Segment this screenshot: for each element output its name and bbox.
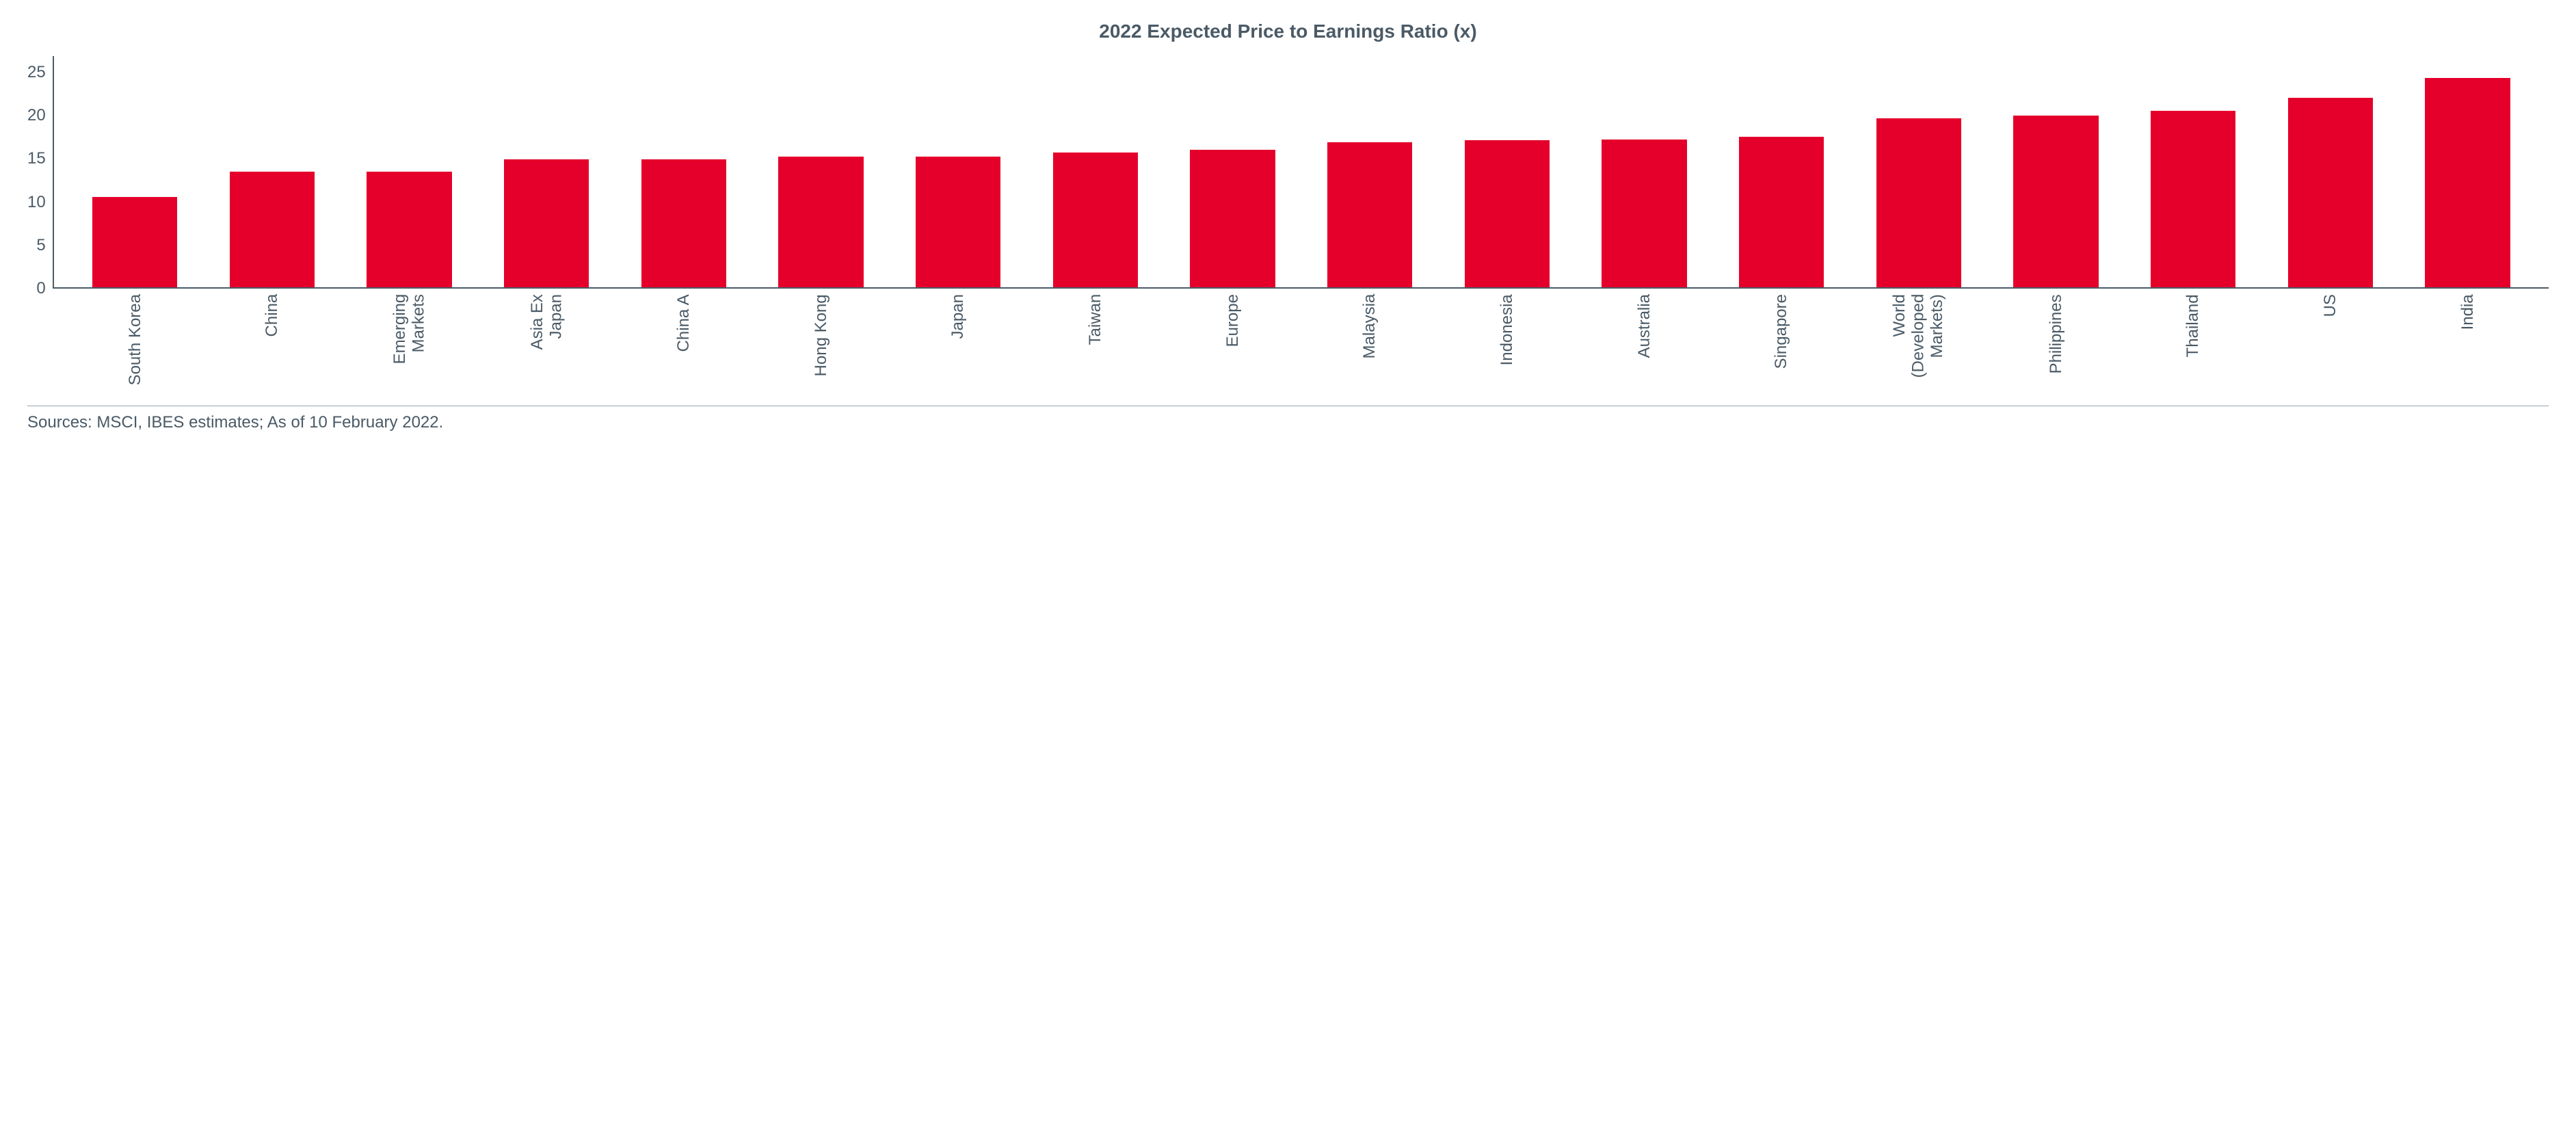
y-tick: 25 (27, 64, 46, 81)
x-label-slot: Indonesia (1439, 289, 1576, 385)
y-tick: 5 (36, 237, 45, 254)
bar-slot (1027, 56, 1165, 287)
x-label-slot: India (2399, 289, 2536, 385)
bars-row (54, 56, 2549, 287)
plot-area: 0510152025 (27, 56, 2549, 289)
x-axis-label: Taiwan (1086, 294, 1105, 385)
pe-ratio-bar-chart: 2022 Expected Price to Earnings Ratio (x… (0, 0, 2576, 446)
bar-slot (752, 56, 890, 287)
chart-title: 2022 Expected Price to Earnings Ratio (x… (27, 21, 2549, 42)
source-note: Sources: MSCI, IBES estimates; As of 10 … (27, 413, 2549, 446)
y-tick: 10 (27, 194, 46, 211)
x-label-slot: Asia Ex Japan (478, 289, 615, 385)
bar-slot (1987, 56, 2125, 287)
x-label-slot: China A (615, 289, 753, 385)
x-axis-label: China (263, 294, 282, 385)
bar-slot (1164, 56, 1301, 287)
x-label-slot: Philippines (1987, 289, 2125, 385)
bar (1876, 118, 1961, 287)
x-axis-labels: South Korea China Emerging Markets Asia Ex … (54, 289, 2549, 385)
x-label-slot: Thailand (2125, 289, 2262, 385)
bar-slot (204, 56, 341, 287)
bar-slot (1301, 56, 1439, 287)
bar-slot (2125, 56, 2262, 287)
x-axis-label: World (Developed Markets) (1890, 294, 1947, 385)
bar-slot (2261, 56, 2399, 287)
bar (778, 157, 863, 287)
x-axis-label: Thailand (2183, 294, 2203, 385)
bar (2425, 78, 2510, 287)
bar-slot (2399, 56, 2536, 287)
x-label-slot: South Korea (66, 289, 204, 385)
bar (641, 159, 726, 287)
bar (1602, 140, 1686, 287)
x-axis-label: Hong Kong (812, 294, 831, 385)
bar-slot (66, 56, 204, 287)
x-label-slot: Taiwan (1027, 289, 1165, 385)
bar-slot (341, 56, 478, 287)
y-tick: 20 (27, 107, 46, 124)
bar (1053, 153, 1138, 287)
x-axis: South Korea China Emerging Markets Asia Ex … (27, 289, 2549, 385)
bar (92, 197, 177, 287)
bar-slot (890, 56, 1027, 287)
x-axis-label: Australia (1635, 294, 1654, 385)
x-axis-label: Europe (1223, 294, 1243, 385)
x-label-slot: Japan (890, 289, 1027, 385)
bar (2151, 111, 2235, 287)
x-axis-label: Indonesia (1498, 294, 1517, 385)
bar (367, 172, 451, 287)
bar (1190, 150, 1275, 287)
y-tick: 0 (36, 280, 45, 297)
x-label-slot: Australia (1576, 289, 1713, 385)
x-axis-label: Singapore (1772, 294, 1791, 385)
x-label-slot: Europe (1164, 289, 1301, 385)
bar (1739, 137, 1824, 287)
bar-slot (615, 56, 753, 287)
x-axis-label: India (2458, 294, 2478, 385)
bar-slot (478, 56, 615, 287)
bar-slot (1713, 56, 1850, 287)
bar (1465, 140, 1550, 287)
bar (1327, 142, 1412, 287)
x-label-slot: Emerging Markets (341, 289, 478, 385)
x-label-slot: World (Developed Markets) (1850, 289, 1987, 385)
bar-slot (1850, 56, 1987, 287)
bar (230, 172, 315, 287)
x-label-slot: US (2261, 289, 2399, 385)
x-axis-label: China A (674, 294, 693, 385)
x-label-slot: Hong Kong (752, 289, 890, 385)
x-label-slot: Malaysia (1301, 289, 1439, 385)
x-axis-label: Emerging Markets (390, 294, 428, 385)
x-axis-label: US (2321, 294, 2340, 385)
x-label-slot: Singapore (1713, 289, 1850, 385)
bar (2013, 116, 2098, 287)
bar-slot (1576, 56, 1713, 287)
bar (2288, 98, 2373, 287)
x-axis-label: South Korea (126, 294, 145, 385)
x-axis-label: Philippines (2047, 294, 2066, 385)
bar-slot (1439, 56, 1576, 287)
x-label-slot: China (204, 289, 341, 385)
x-axis-label: Malaysia (1360, 294, 1379, 385)
y-tick: 15 (27, 150, 46, 167)
bar (504, 159, 589, 287)
bars-region (53, 56, 2549, 289)
y-axis: 0510152025 (27, 56, 53, 289)
bar (916, 157, 1000, 287)
x-axis-label: Asia Ex Japan (528, 294, 566, 385)
x-axis-label: Japan (948, 294, 968, 385)
